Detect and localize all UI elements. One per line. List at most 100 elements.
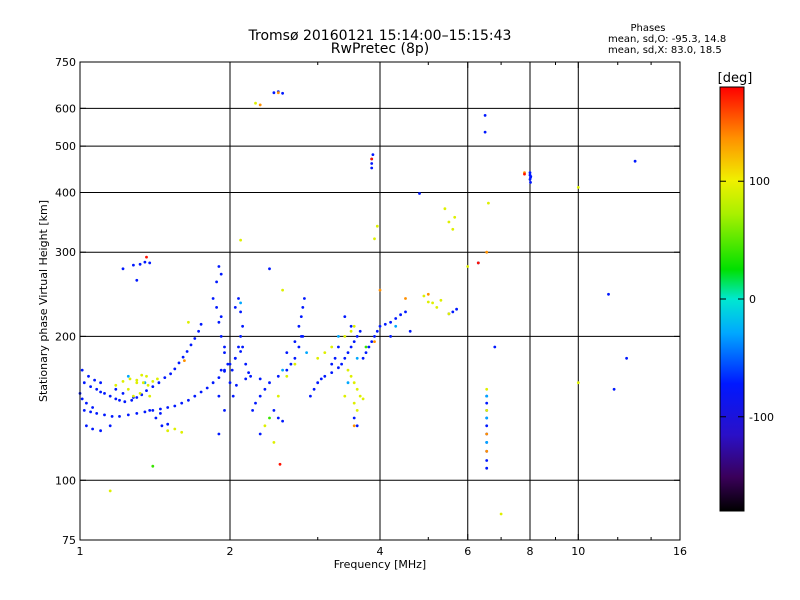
echo-point bbox=[180, 401, 184, 405]
echo-point bbox=[82, 409, 86, 412]
echo-point bbox=[528, 171, 532, 175]
echo-point bbox=[239, 310, 243, 314]
echo-point bbox=[258, 394, 262, 398]
echo-point bbox=[231, 394, 235, 398]
echo-point bbox=[349, 324, 353, 328]
echo-point bbox=[132, 394, 135, 398]
echo-point bbox=[330, 345, 334, 349]
echo-point bbox=[132, 263, 135, 267]
echo-point bbox=[219, 272, 223, 276]
echo-point bbox=[89, 385, 92, 388]
echo-point bbox=[99, 429, 102, 433]
colorbar-tick-label: -100 bbox=[749, 411, 774, 424]
echo-point bbox=[114, 397, 118, 401]
echo-point bbox=[340, 362, 343, 366]
echo-point bbox=[239, 301, 243, 305]
colorbar-tick-label: 100 bbox=[749, 175, 770, 188]
echo-point bbox=[426, 300, 430, 304]
echo-point bbox=[151, 385, 155, 388]
echo-point bbox=[422, 294, 426, 298]
echo-point bbox=[499, 512, 503, 516]
echo-point bbox=[140, 373, 144, 377]
echo-point bbox=[166, 406, 170, 409]
echo-point bbox=[197, 329, 201, 333]
echo-point bbox=[95, 387, 99, 391]
echo-point bbox=[355, 335, 359, 338]
echo-point bbox=[126, 413, 130, 417]
echo-point bbox=[114, 387, 118, 391]
echo-point bbox=[346, 368, 350, 372]
echo-point bbox=[301, 306, 305, 309]
echo-point bbox=[361, 356, 365, 360]
echo-point bbox=[309, 394, 312, 398]
echo-point bbox=[355, 424, 359, 428]
echo-point bbox=[223, 345, 226, 349]
echo-point bbox=[263, 424, 267, 428]
echo-point bbox=[529, 181, 532, 184]
y-axis-label: Stationary phase Virtual Height [km] bbox=[37, 200, 50, 402]
echo-point bbox=[281, 419, 284, 423]
echo-point bbox=[244, 377, 248, 381]
echo-point bbox=[173, 427, 177, 431]
echo-point bbox=[126, 374, 130, 378]
echo-point bbox=[333, 356, 337, 360]
echo-point bbox=[343, 315, 347, 318]
echo-point bbox=[633, 159, 637, 163]
echo-point bbox=[99, 381, 102, 385]
echo-point bbox=[91, 406, 94, 409]
echo-point bbox=[173, 404, 177, 408]
echo-point bbox=[485, 401, 489, 405]
echo-point bbox=[404, 310, 407, 314]
echo-point bbox=[485, 459, 489, 462]
echo-point bbox=[118, 398, 121, 402]
echo-point bbox=[146, 383, 150, 387]
echo-point bbox=[145, 389, 148, 392]
echo-point bbox=[352, 381, 356, 385]
x-tick-label: 16 bbox=[673, 545, 687, 558]
echo-point bbox=[166, 429, 170, 433]
echo-point bbox=[173, 367, 177, 371]
echo-point bbox=[370, 157, 374, 161]
echo-point bbox=[323, 351, 327, 354]
echo-point bbox=[145, 374, 148, 378]
echo-point bbox=[223, 351, 226, 354]
y-tick-label: 75 bbox=[62, 534, 76, 547]
echo-point bbox=[223, 409, 226, 412]
echo-point bbox=[316, 381, 320, 385]
echo-point bbox=[199, 390, 203, 394]
echo-point bbox=[383, 322, 387, 326]
echo-point bbox=[625, 356, 628, 360]
echo-point bbox=[285, 374, 289, 378]
echo-point bbox=[349, 374, 353, 378]
echo-point bbox=[276, 91, 280, 95]
echo-point bbox=[135, 396, 139, 399]
echo-point bbox=[349, 345, 353, 349]
echo-point bbox=[193, 394, 197, 398]
echo-point bbox=[230, 368, 234, 372]
stats-heading: Phases bbox=[630, 23, 665, 34]
echo-point bbox=[223, 368, 226, 372]
echo-point bbox=[219, 335, 223, 338]
echo-point bbox=[183, 359, 186, 362]
echo-point bbox=[148, 261, 152, 265]
echo-point bbox=[239, 350, 243, 353]
echo-point bbox=[99, 390, 102, 394]
echo-point bbox=[443, 207, 447, 211]
echo-point bbox=[121, 380, 125, 383]
echo-point bbox=[80, 368, 84, 372]
echo-point bbox=[160, 424, 164, 428]
echo-point bbox=[330, 362, 334, 366]
echo-point bbox=[453, 215, 457, 219]
echo-point bbox=[263, 387, 267, 391]
echo-point bbox=[159, 412, 162, 415]
echo-point bbox=[483, 130, 487, 134]
echo-point bbox=[215, 306, 219, 309]
echo-point bbox=[293, 362, 297, 366]
echo-point bbox=[431, 301, 434, 305]
echo-point bbox=[258, 103, 262, 107]
echo-point bbox=[451, 310, 455, 314]
echo-point bbox=[80, 397, 84, 401]
echo-point bbox=[217, 265, 221, 268]
echo-point bbox=[228, 381, 232, 385]
echo-point bbox=[258, 432, 262, 436]
